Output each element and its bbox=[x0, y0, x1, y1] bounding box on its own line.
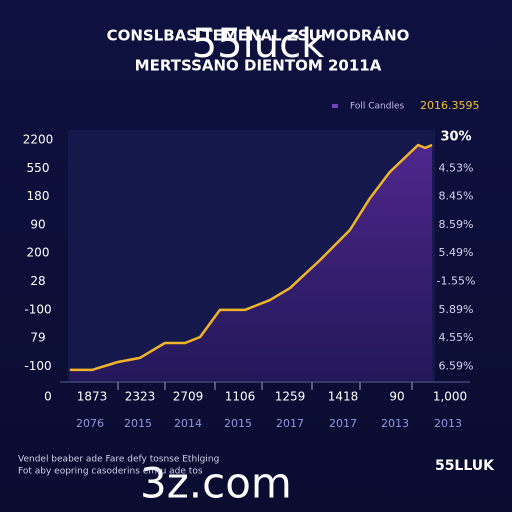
footer-text: Fot aby eopring casoderins emtu ade tos bbox=[18, 467, 203, 477]
year-label: 2017 bbox=[276, 417, 304, 430]
right-label: 6.59% bbox=[439, 359, 474, 372]
chart-subtitle: MERTSSANO DIENTOM 2011A bbox=[135, 57, 382, 75]
left-label: 2200 bbox=[23, 133, 54, 147]
right-label: 8.45% bbox=[439, 190, 474, 203]
year-label: 2013 bbox=[381, 417, 409, 430]
area bbox=[69, 145, 433, 380]
x-tick-label: 1106 bbox=[225, 390, 256, 404]
watermark: 55luck bbox=[192, 21, 325, 67]
legend-label: Foll Candles bbox=[350, 102, 404, 112]
left-label: 550 bbox=[27, 161, 50, 175]
right-label: 4.55% bbox=[439, 331, 474, 344]
chart-title: CONSLBAS TEMENAL ZSUMODRÁNO bbox=[107, 26, 410, 45]
right-label: -1.55% bbox=[437, 275, 476, 288]
watermark: 3z.com bbox=[140, 459, 292, 508]
x-tick-label: 1,000 bbox=[433, 390, 467, 404]
left-label: 79 bbox=[30, 331, 45, 345]
right-label: 4.53% bbox=[439, 161, 474, 174]
x-tick-label: 1259 bbox=[275, 390, 306, 404]
left-label: -100 bbox=[24, 359, 51, 373]
year-label: 2014 bbox=[174, 417, 202, 430]
year-label: 2015 bbox=[224, 417, 252, 430]
right-label: 5.49% bbox=[439, 246, 474, 259]
line bbox=[69, 143, 433, 372]
tick-marks bbox=[117, 382, 413, 390]
x-tick-label: 1873 bbox=[77, 390, 108, 404]
x-tick-label: 90 bbox=[389, 390, 404, 404]
x-tick-label: 2709 bbox=[173, 390, 204, 404]
x-tick-label: 2323 bbox=[125, 390, 156, 404]
left-label: 180 bbox=[27, 189, 50, 203]
legend-label: 2016.3595 bbox=[420, 99, 480, 112]
brand: 55LLUK bbox=[435, 458, 495, 474]
left-label: -100 bbox=[24, 302, 51, 316]
right-label: 5.89% bbox=[439, 303, 474, 316]
year-label: 2017 bbox=[329, 417, 357, 430]
right-label: 8.59% bbox=[439, 218, 474, 231]
year-label: 2076 bbox=[76, 417, 104, 430]
left-label: 28 bbox=[30, 274, 45, 288]
left-label: 90 bbox=[30, 217, 45, 231]
year-label: 2013 bbox=[434, 417, 462, 430]
x-tick-label: 1418 bbox=[328, 390, 359, 404]
x-tick-label: 0 bbox=[44, 390, 52, 404]
left-label: 200 bbox=[27, 246, 50, 260]
footer-text: Vendel beaber ade Fare defy tosnse Ethlg… bbox=[18, 455, 219, 465]
year-label: 2015 bbox=[124, 417, 152, 430]
right-label: 30% bbox=[440, 130, 471, 145]
legend-swatch bbox=[332, 104, 338, 108]
